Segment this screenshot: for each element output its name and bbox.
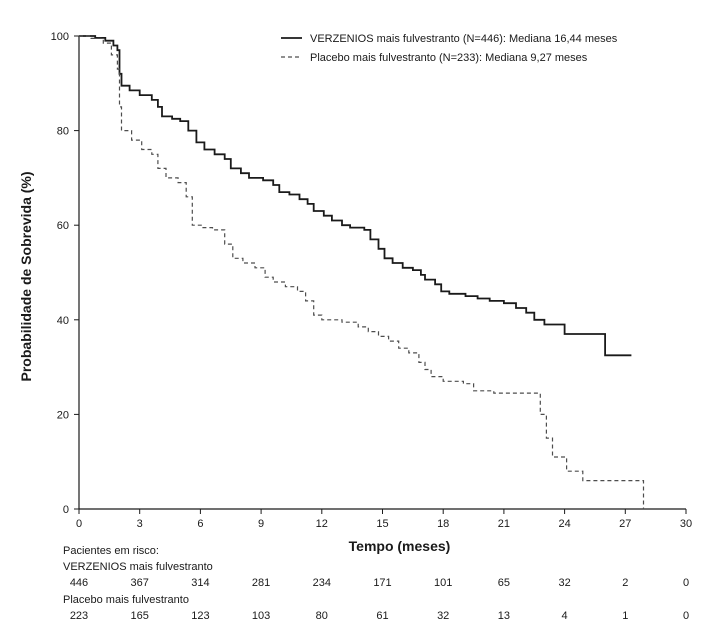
risk-count: 223 [70, 610, 88, 622]
risk-count: 0 [683, 577, 689, 589]
risk-row-placebo: 223 165 123 103 80 61 32 13 4 1 0 [70, 610, 689, 622]
axes: 0 20 40 60 80 100 0 3 6 9 12 15 18 21 24 27 30 [51, 31, 692, 530]
x-tick-label: 15 [376, 518, 388, 530]
x-tick-label: 21 [498, 518, 510, 530]
x-tick-label: 12 [316, 518, 328, 530]
x-tick-label: 0 [76, 518, 82, 530]
risk-row-label-placebo: Placebo mais fulvestranto [63, 594, 189, 606]
x-tick-label: 30 [680, 518, 692, 530]
risk-row-verzenios: 446 367 314 281 234 171 101 65 32 2 0 [70, 577, 689, 589]
risk-count: 65 [498, 577, 510, 589]
risk-table-header: Pacientes em risco: [63, 545, 159, 557]
x-tick-label: 3 [137, 518, 143, 530]
legend-label-placebo: Placebo mais fulvestranto (N=233): Media… [310, 52, 588, 64]
risk-count: 80 [316, 610, 328, 622]
risk-count: 123 [191, 610, 209, 622]
y-tick-label: 100 [51, 31, 69, 43]
risk-count: 0 [683, 610, 689, 622]
y-tick-label: 80 [57, 126, 69, 138]
survival-curves [79, 35, 645, 509]
risk-count: 61 [376, 610, 388, 622]
risk-count: 103 [252, 610, 270, 622]
y-tick-label: 60 [57, 220, 69, 232]
x-tick-label: 24 [558, 518, 570, 530]
risk-count: 32 [558, 577, 570, 589]
y-axis-label: Probabilidade de Sobrevida (%) [18, 171, 34, 381]
y-tick-label: 20 [57, 409, 69, 421]
risk-count: 367 [131, 577, 149, 589]
risk-count: 234 [313, 577, 331, 589]
x-axis-label: Tempo (meses) [349, 538, 451, 554]
risk-count: 101 [434, 577, 452, 589]
risk-count: 165 [131, 610, 149, 622]
risk-count: 446 [70, 577, 88, 589]
curve-verzenios [79, 35, 632, 357]
risk-count: 2 [622, 577, 628, 589]
risk-count: 32 [437, 610, 449, 622]
legend: VERZENIOS mais fulvestranto (N=446): Med… [281, 33, 618, 64]
x-tick-label: 18 [437, 518, 449, 530]
curve-placebo [79, 35, 645, 509]
risk-count: 13 [498, 610, 510, 622]
legend-label-verzenios: VERZENIOS mais fulvestranto (N=446): Med… [310, 33, 618, 45]
risk-count: 1 [622, 610, 628, 622]
risk-count: 314 [191, 577, 209, 589]
x-tick-label: 6 [197, 518, 203, 530]
risk-count: 4 [562, 610, 568, 622]
risk-count: 281 [252, 577, 270, 589]
risk-count: 171 [373, 577, 391, 589]
x-tick-label: 27 [619, 518, 631, 530]
y-tick-label: 0 [63, 504, 69, 516]
risk-row-label-verzenios: VERZENIOS mais fulvestranto [63, 561, 213, 573]
x-tick-label: 9 [258, 518, 264, 530]
y-tick-label: 40 [57, 315, 69, 327]
risk-table: Pacientes em risco: VERZENIOS mais fulve… [63, 545, 689, 622]
